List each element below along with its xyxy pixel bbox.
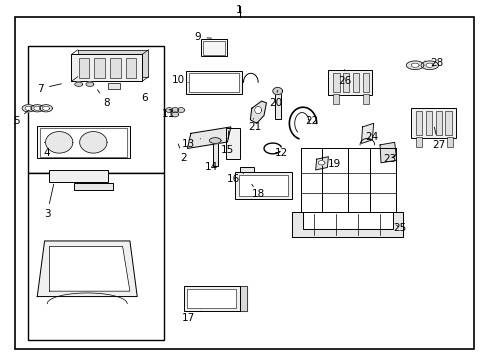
Text: 22: 22	[305, 116, 318, 126]
Bar	[125, 58, 136, 78]
Text: 11: 11	[162, 109, 175, 119]
Bar	[110, 58, 121, 78]
Bar	[37, 126, 130, 158]
Bar	[239, 167, 254, 174]
Text: 12: 12	[274, 148, 287, 158]
Bar	[108, 83, 120, 89]
Bar	[445, 111, 451, 135]
Bar	[225, 128, 239, 159]
Polygon shape	[22, 105, 35, 112]
Bar	[274, 92, 280, 119]
Text: 6: 6	[141, 93, 147, 103]
Bar	[415, 136, 421, 147]
Polygon shape	[25, 106, 32, 111]
Polygon shape	[254, 107, 261, 114]
Polygon shape	[75, 82, 82, 86]
Bar	[425, 111, 431, 135]
Bar	[94, 58, 105, 78]
Polygon shape	[31, 105, 43, 112]
Text: 14: 14	[204, 162, 218, 172]
Polygon shape	[78, 50, 148, 77]
Text: 19: 19	[327, 159, 341, 169]
Polygon shape	[272, 87, 282, 95]
Bar	[352, 73, 358, 92]
Bar	[187, 289, 235, 308]
Text: 20: 20	[269, 90, 282, 108]
Polygon shape	[410, 63, 418, 67]
Text: 21: 21	[248, 118, 261, 132]
Bar	[362, 73, 368, 92]
Polygon shape	[250, 101, 266, 123]
Text: 3: 3	[43, 184, 54, 219]
Text: 28: 28	[424, 58, 443, 68]
Bar	[27, 173, 163, 339]
Polygon shape	[40, 105, 52, 112]
Text: 9: 9	[194, 32, 211, 42]
Polygon shape	[42, 106, 49, 111]
Text: 17: 17	[182, 311, 200, 323]
Polygon shape	[209, 138, 221, 143]
Polygon shape	[379, 142, 396, 163]
Polygon shape	[420, 61, 438, 69]
Bar	[27, 45, 163, 173]
Polygon shape	[37, 241, 137, 297]
Text: 8: 8	[97, 90, 110, 108]
Bar	[410, 108, 455, 138]
Polygon shape	[86, 82, 94, 86]
Polygon shape	[425, 63, 433, 67]
Text: 4: 4	[43, 142, 50, 158]
Text: 18: 18	[251, 184, 264, 199]
Polygon shape	[171, 108, 178, 113]
Text: 1: 1	[236, 5, 243, 15]
Polygon shape	[239, 286, 246, 311]
Polygon shape	[45, 132, 73, 153]
Text: 23: 23	[383, 154, 396, 164]
Text: 10: 10	[172, 75, 188, 85]
Polygon shape	[315, 157, 328, 170]
Text: 25: 25	[392, 224, 406, 233]
Text: 5: 5	[13, 110, 29, 126]
Bar	[435, 111, 441, 135]
Polygon shape	[292, 212, 403, 237]
Polygon shape	[49, 246, 130, 291]
Bar	[40, 128, 127, 157]
Polygon shape	[177, 108, 184, 113]
Text: 2: 2	[178, 144, 186, 163]
Bar	[332, 94, 338, 104]
Bar	[74, 183, 113, 190]
Text: 16: 16	[227, 174, 243, 184]
Bar	[185, 71, 242, 94]
Text: 27: 27	[431, 127, 444, 150]
Polygon shape	[165, 108, 172, 113]
Bar	[188, 73, 239, 92]
Bar	[363, 94, 368, 104]
Polygon shape	[361, 123, 373, 143]
Text: 7: 7	[37, 84, 61, 94]
Polygon shape	[80, 132, 107, 153]
Bar	[183, 286, 239, 311]
Bar	[79, 58, 89, 78]
Bar	[234, 172, 292, 199]
Bar	[415, 111, 422, 135]
Bar	[49, 170, 108, 182]
Polygon shape	[34, 106, 41, 111]
Bar	[238, 175, 288, 196]
Polygon shape	[406, 61, 423, 69]
Bar	[202, 41, 225, 55]
Polygon shape	[187, 127, 230, 148]
Bar	[332, 73, 339, 92]
Text: 15: 15	[221, 131, 234, 154]
Polygon shape	[318, 161, 325, 165]
Bar	[447, 136, 452, 147]
Bar	[71, 54, 142, 81]
Bar	[200, 39, 227, 56]
Bar	[212, 142, 217, 166]
Text: 24: 24	[365, 132, 378, 142]
Bar	[328, 70, 371, 95]
Text: 13: 13	[182, 139, 200, 149]
Polygon shape	[171, 112, 178, 117]
Text: 26: 26	[338, 69, 351, 86]
Bar	[342, 73, 348, 92]
